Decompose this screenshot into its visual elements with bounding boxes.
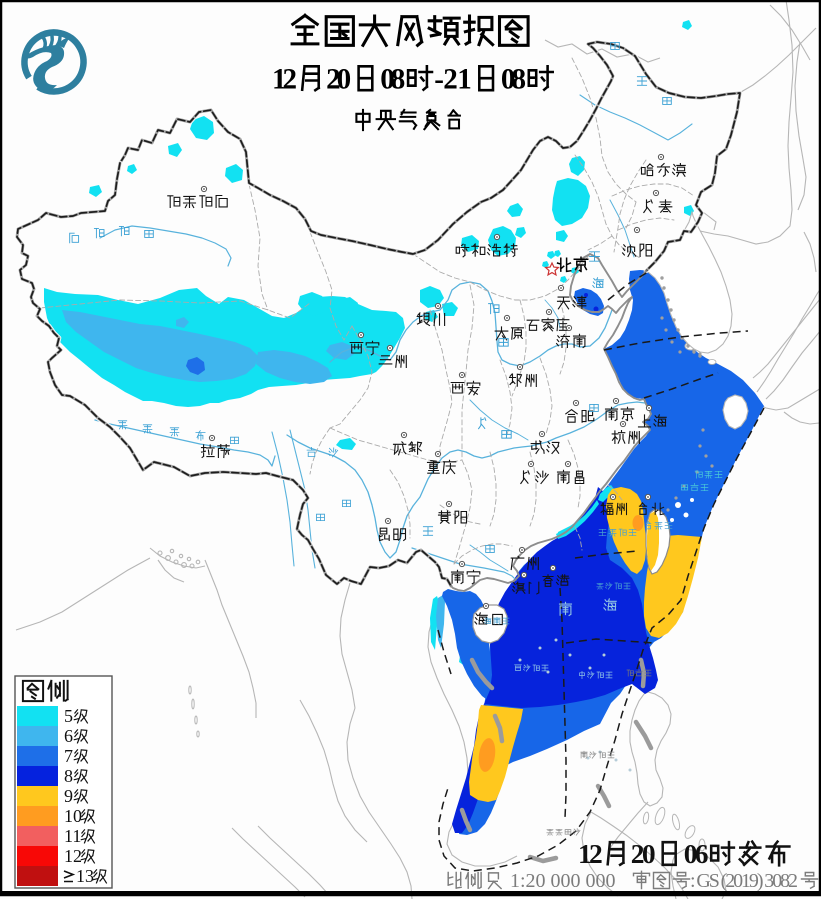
svg-text:12: 12 [578, 838, 603, 869]
svg-text:12: 12 [64, 846, 82, 866]
svg-text:20: 20 [631, 838, 656, 869]
svg-text:11: 11 [64, 826, 81, 846]
svg-text:1:20 000 000: 1:20 000 000 [510, 870, 616, 892]
svg-text:8: 8 [64, 766, 73, 786]
svg-text:9: 9 [64, 786, 73, 806]
svg-text:08: 08 [501, 64, 526, 96]
svg-text:5: 5 [64, 706, 73, 726]
svg-text:13: 13 [76, 866, 94, 886]
svg-text:06: 06 [684, 838, 709, 869]
svg-text:08: 08 [380, 64, 405, 96]
svg-text:7: 7 [64, 746, 73, 766]
svg-text:10: 10 [64, 806, 82, 826]
svg-text:12: 12 [272, 64, 297, 96]
svg-text:6: 6 [64, 726, 73, 746]
svg-text:: GS (2019) 3082: : GS (2019) 3082 [690, 870, 798, 892]
svg-text:20: 20 [326, 64, 351, 96]
svg-text:-21: -21 [434, 64, 472, 96]
